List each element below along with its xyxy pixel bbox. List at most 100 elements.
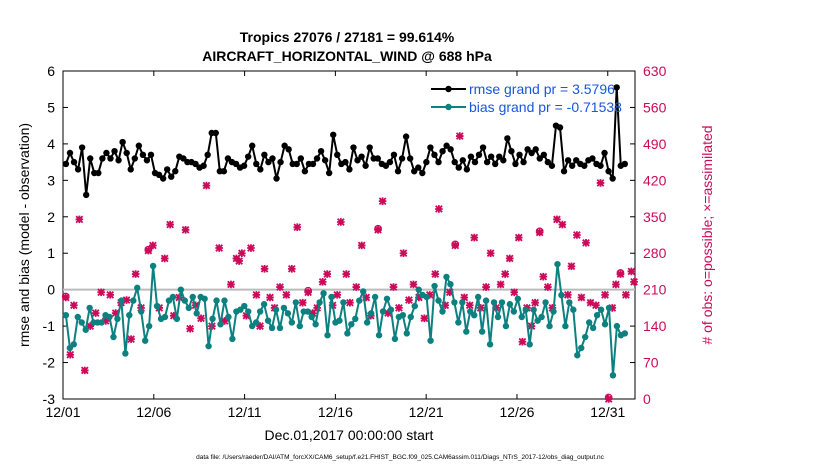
rmse-point (463, 166, 471, 173)
rmse-point (269, 155, 276, 162)
bias-point (589, 324, 597, 332)
left-tick-label: 4 (47, 136, 55, 152)
y-axis-label-right: # of obs: o=possible; ×=assimilated (699, 125, 715, 344)
x-tick-label: 12/26 (499, 404, 534, 420)
rmse-point (390, 151, 398, 159)
obs-assimilated-marker (399, 249, 408, 258)
obs-assimilated-marker (630, 278, 638, 286)
obs-series (61, 132, 638, 403)
rmse-point (346, 166, 353, 173)
obs-assimilated-marker (220, 317, 229, 325)
rmse-point (309, 160, 317, 168)
bias-point (546, 322, 553, 330)
rmse-point (374, 155, 381, 162)
obs-assimilated-marker (276, 283, 284, 291)
bias-point (276, 324, 284, 332)
bias-point (558, 291, 565, 299)
bias-point (371, 293, 379, 301)
obs-possible-marker (374, 224, 382, 233)
rmse-point (455, 164, 462, 171)
bias-point (169, 293, 177, 301)
obs-assimilated-marker (582, 238, 590, 247)
rmse-point (520, 158, 527, 166)
bias-point (241, 302, 248, 310)
right-tick-label: 0 (643, 391, 651, 407)
right-tick-label: 280 (643, 245, 667, 261)
rmse-point (123, 149, 130, 157)
left-tick-label: 5 (47, 99, 55, 115)
obs-assimilated-marker (357, 241, 366, 250)
rmse-point (135, 142, 143, 149)
rmse-point (597, 162, 604, 169)
obs-assimilated-marker (91, 309, 100, 317)
rmse-point (147, 151, 155, 159)
obs-assimilated-marker (75, 215, 84, 224)
obs-possible-marker (144, 245, 153, 254)
bias-point (609, 372, 617, 379)
rmse-point (220, 168, 228, 175)
obs-assimilated-marker (435, 205, 443, 213)
bias-point (478, 328, 486, 335)
obs-assimilated-marker (181, 225, 190, 234)
rmse-point (467, 153, 475, 160)
bias-point (451, 299, 458, 306)
obs-assimilated-marker (592, 301, 600, 310)
obs-assimilated-marker (352, 283, 361, 291)
left-tick-label: 2 (47, 209, 55, 225)
obs-assimilated-marker (287, 265, 296, 273)
rmse-point (159, 175, 167, 182)
bias-point (296, 322, 303, 330)
obs-assimilated-marker (431, 270, 440, 278)
rmse-point (330, 131, 337, 138)
obs-assimilated-marker (186, 324, 194, 333)
bias-point (149, 262, 157, 270)
bias-point (260, 301, 268, 308)
obs-assimilated-marker (577, 293, 586, 302)
bias-point (459, 299, 466, 306)
obs-assimilated-marker (86, 322, 95, 330)
rmse-point (500, 157, 507, 164)
rmse-point (297, 155, 305, 162)
bias-point (597, 306, 605, 313)
left-tick-label: -2 (43, 355, 56, 371)
bias-point (585, 319, 593, 326)
bias-point (324, 332, 331, 339)
rmse-point (483, 158, 491, 166)
bias-point (344, 330, 351, 337)
rmse-point (487, 153, 495, 160)
bias-point (308, 313, 315, 321)
bias-point (348, 321, 355, 328)
bias-point (514, 295, 522, 302)
bias-point (601, 321, 609, 328)
right-tick-label: 70 (643, 355, 659, 371)
rmse-point (556, 124, 564, 131)
bias-point (494, 313, 502, 321)
rmse-point (313, 155, 321, 162)
rmse-point (540, 151, 548, 159)
obs-assimilated-marker (122, 296, 131, 304)
bias-point (522, 306, 529, 313)
bias-point (482, 297, 490, 304)
bias-point (264, 317, 272, 324)
obs-assimilated-marker (374, 225, 382, 234)
bias-point (98, 319, 105, 326)
bias-point (387, 306, 395, 313)
rmse-point (613, 84, 620, 91)
rmse-point (435, 158, 442, 166)
bias-point (209, 315, 216, 323)
bias-point (562, 322, 569, 330)
rmse-point (548, 162, 556, 169)
obs-assimilated-marker (514, 233, 523, 242)
rmse-point (321, 157, 329, 164)
bias-point (268, 324, 276, 332)
right-tick-label: 490 (643, 136, 667, 152)
bias-point (471, 311, 478, 319)
obs-assimilated-marker (544, 283, 552, 291)
rmse-point (492, 160, 499, 168)
obs-assimilated-marker (567, 262, 576, 271)
bias-point (181, 297, 189, 304)
bias-point (574, 352, 581, 359)
legend-bias-marker (445, 103, 452, 111)
obs-assimilated-marker (608, 304, 617, 312)
rmse-point (127, 166, 134, 173)
